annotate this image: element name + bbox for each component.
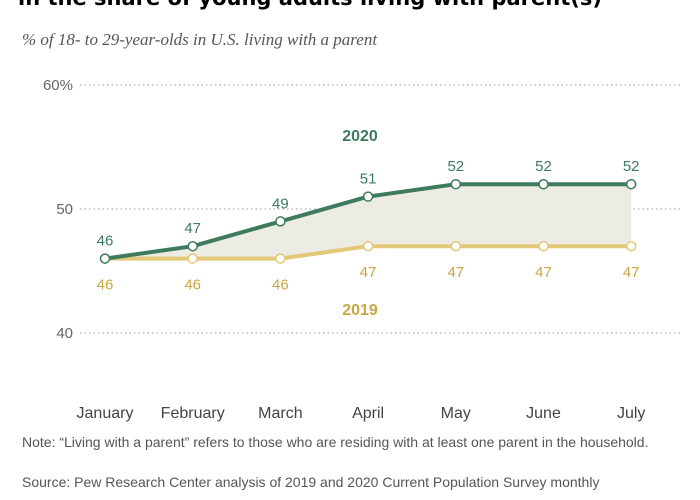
data-label-2020-march: 49: [272, 195, 289, 212]
difference-area: [105, 184, 632, 259]
x-tick-label-june: June: [526, 405, 561, 422]
x-tick-label-january: January: [77, 405, 134, 422]
shaded-gap-area: [105, 184, 632, 259]
data-label-2019-january: 46: [97, 277, 114, 294]
point-2019-may: [450, 240, 462, 252]
point-2020-june: [538, 178, 549, 190]
x-tick-label-may: May: [441, 405, 471, 422]
chart-title: in the share of young adults living with…: [18, 0, 602, 10]
point-2019-june: [538, 240, 549, 252]
chart-note: Note: “Living with a parent” refers to t…: [22, 434, 649, 450]
y-tick-label-50: 50: [56, 201, 73, 218]
chart-source: Source: Pew Research Center analysis of …: [22, 474, 600, 490]
point-2019-march: [275, 253, 286, 264]
point-2020-january: [99, 253, 111, 264]
x-tick-label-february: February: [161, 405, 225, 422]
series-label-2019: 2019: [342, 302, 378, 319]
point-2019-april: [362, 240, 374, 252]
point-2020-may: [450, 178, 462, 190]
x-axis: January February March April May June July: [77, 405, 646, 422]
point-2019-february: [187, 253, 198, 264]
point-2020-july: [625, 178, 637, 190]
data-label-2019-march: 46: [272, 277, 289, 294]
data-label-2019-april: 47: [360, 264, 377, 281]
point-2019-july: [625, 240, 637, 252]
point-2020-april: [362, 191, 374, 202]
x-tick-label-april: April: [352, 405, 384, 422]
x-tick-label-july: July: [617, 405, 645, 422]
data-label-2020-july: 52: [623, 158, 640, 175]
data-labels: 46 47 49 51 52 52 52 46 46 46 47 47 47 47 2020 2019: [97, 128, 640, 319]
data-label-2019-june: 47: [535, 264, 552, 281]
data-label-2020-june: 52: [535, 158, 552, 175]
data-label-2020-january: 46: [97, 233, 114, 250]
data-label-2019-july: 47: [623, 264, 640, 281]
series-label-2020: 2020: [342, 128, 378, 145]
series-points: [99, 178, 637, 264]
data-label-2020-may: 52: [447, 158, 464, 175]
data-label-2020-april: 51: [360, 171, 377, 188]
point-2020-march: [275, 216, 286, 227]
data-label-2019-may: 47: [447, 264, 464, 281]
data-label-2019-february: 46: [184, 277, 201, 294]
chart-subtitle: % of 18- to 29-year-olds in U.S. living …: [22, 30, 378, 49]
data-label-2020-february: 47: [184, 220, 201, 237]
point-2020-february: [187, 240, 198, 252]
x-tick-label-march: March: [258, 405, 302, 422]
y-tick-label-60: 60%: [43, 77, 73, 94]
y-tick-label-40: 40: [56, 325, 73, 342]
